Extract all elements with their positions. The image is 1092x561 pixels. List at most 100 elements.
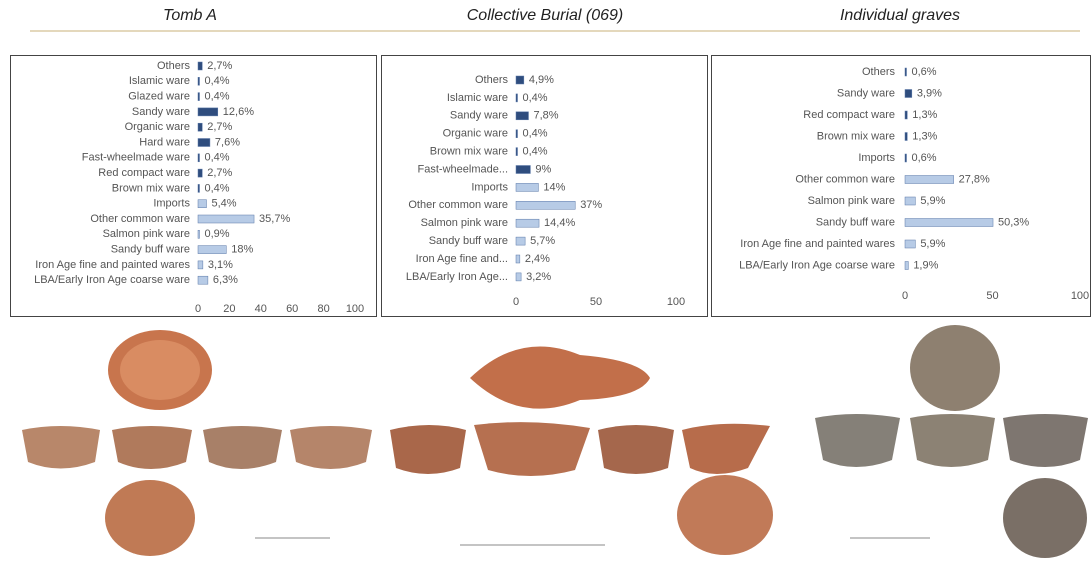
category-label: Other common ware	[408, 199, 508, 211]
bar	[905, 111, 907, 119]
bar	[516, 148, 518, 156]
category-label: Salmon pink ware	[103, 228, 190, 240]
value-label: 3,9%	[917, 87, 942, 99]
value-label: 2,7%	[207, 60, 232, 72]
pottery-photo	[470, 346, 650, 408]
bar	[198, 154, 200, 162]
value-label: 5,7%	[530, 235, 555, 247]
x-tick-label: 20	[223, 303, 235, 315]
category-label: Imports	[153, 198, 190, 210]
bar	[905, 197, 915, 205]
category-label: Fast-wheelmade...	[418, 163, 508, 175]
category-label: Other common ware	[90, 213, 190, 225]
category-label: Sandy buff ware	[111, 244, 190, 256]
bar	[516, 183, 538, 191]
bar	[198, 230, 200, 238]
value-label: 0,4%	[523, 92, 548, 104]
pottery-photo	[1003, 478, 1087, 558]
bar	[198, 200, 206, 208]
chart-title: Collective Burial (069)	[467, 7, 624, 24]
category-label: Sandy ware	[450, 110, 508, 122]
pottery-photo	[815, 414, 900, 467]
x-tick-label: 0	[902, 290, 908, 302]
pottery-photo	[120, 340, 200, 400]
bar	[516, 166, 530, 174]
bar	[905, 176, 954, 184]
value-label: 37%	[580, 199, 602, 211]
bar	[198, 169, 202, 177]
bar	[905, 90, 912, 98]
category-label: Sandy buff ware	[429, 235, 508, 247]
x-tick-label: 0	[513, 296, 519, 308]
pottery-photo	[390, 425, 466, 474]
value-label: 0,6%	[912, 152, 937, 164]
x-tick-label: 0	[195, 303, 201, 315]
category-label: Others	[157, 60, 191, 72]
value-label: 5,4%	[211, 198, 236, 210]
value-label: 0,4%	[205, 75, 230, 87]
pottery-photo	[290, 426, 372, 469]
bar	[516, 94, 518, 102]
value-label: 0,6%	[912, 66, 937, 78]
category-label: LBA/Early Iron Age coarse ware	[34, 274, 190, 286]
category-label: LBA/Early Iron Age...	[406, 271, 508, 283]
value-label: 0,4%	[205, 182, 230, 194]
value-label: 1,3%	[912, 109, 937, 121]
bar	[198, 62, 202, 70]
bar	[905, 219, 993, 227]
chart-title: Tomb A	[163, 7, 217, 24]
photos	[22, 325, 1088, 558]
bar	[905, 133, 907, 141]
category-label: Red compact ware	[803, 109, 895, 121]
category-label: Sandy ware	[837, 87, 895, 99]
value-label: 18%	[231, 244, 253, 256]
category-label: Sandy ware	[132, 106, 190, 118]
bar	[516, 255, 520, 263]
bar	[198, 184, 200, 192]
pottery-photo	[203, 426, 282, 469]
category-label: Salmon pink ware	[421, 217, 508, 229]
value-label: 12,6%	[223, 106, 254, 118]
x-tick-label: 60	[286, 303, 298, 315]
bar	[905, 68, 907, 76]
bar	[198, 93, 200, 101]
x-tick-label: 100	[1071, 290, 1089, 302]
category-label: Organic ware	[443, 128, 508, 140]
value-label: 35,7%	[259, 213, 290, 225]
value-label: 7,8%	[533, 110, 558, 122]
figure: Tomb A020406080100Others2,7%Islamic ware…	[0, 0, 1092, 561]
category-label: Other common ware	[795, 173, 895, 185]
bar	[516, 76, 524, 84]
bar	[516, 273, 521, 281]
category-label: LBA/Early Iron Age coarse ware	[739, 259, 895, 271]
category-label: Red compact ware	[98, 167, 190, 179]
value-label: 14%	[543, 181, 565, 193]
value-label: 4,9%	[529, 74, 554, 86]
pottery-photo	[910, 325, 1000, 411]
bar	[516, 201, 575, 209]
x-tick-label: 80	[317, 303, 329, 315]
category-label: Imports	[471, 181, 508, 193]
bar	[905, 262, 908, 270]
category-label: Iron Age fine and painted wares	[35, 259, 190, 271]
value-label: 3,1%	[208, 259, 233, 271]
value-label: 2,4%	[525, 253, 550, 265]
category-label: Brown mix ware	[112, 182, 190, 194]
category-label: Hard ware	[139, 136, 190, 148]
value-label: 7,6%	[215, 136, 240, 148]
x-tick-label: 50	[590, 296, 602, 308]
value-label: 14,4%	[544, 217, 575, 229]
bar	[905, 240, 915, 248]
bar	[198, 246, 226, 254]
category-label: Salmon pink ware	[808, 195, 895, 207]
chart-title: Individual graves	[840, 7, 960, 24]
value-label: 27,8%	[959, 173, 990, 185]
pottery-photo	[677, 475, 773, 555]
value-label: 0,4%	[205, 152, 230, 164]
value-label: 9%	[535, 163, 551, 175]
bar	[516, 237, 525, 245]
bar	[198, 123, 202, 131]
bar	[198, 215, 254, 223]
pottery-photo	[598, 425, 674, 474]
value-label: 2,7%	[207, 167, 232, 179]
